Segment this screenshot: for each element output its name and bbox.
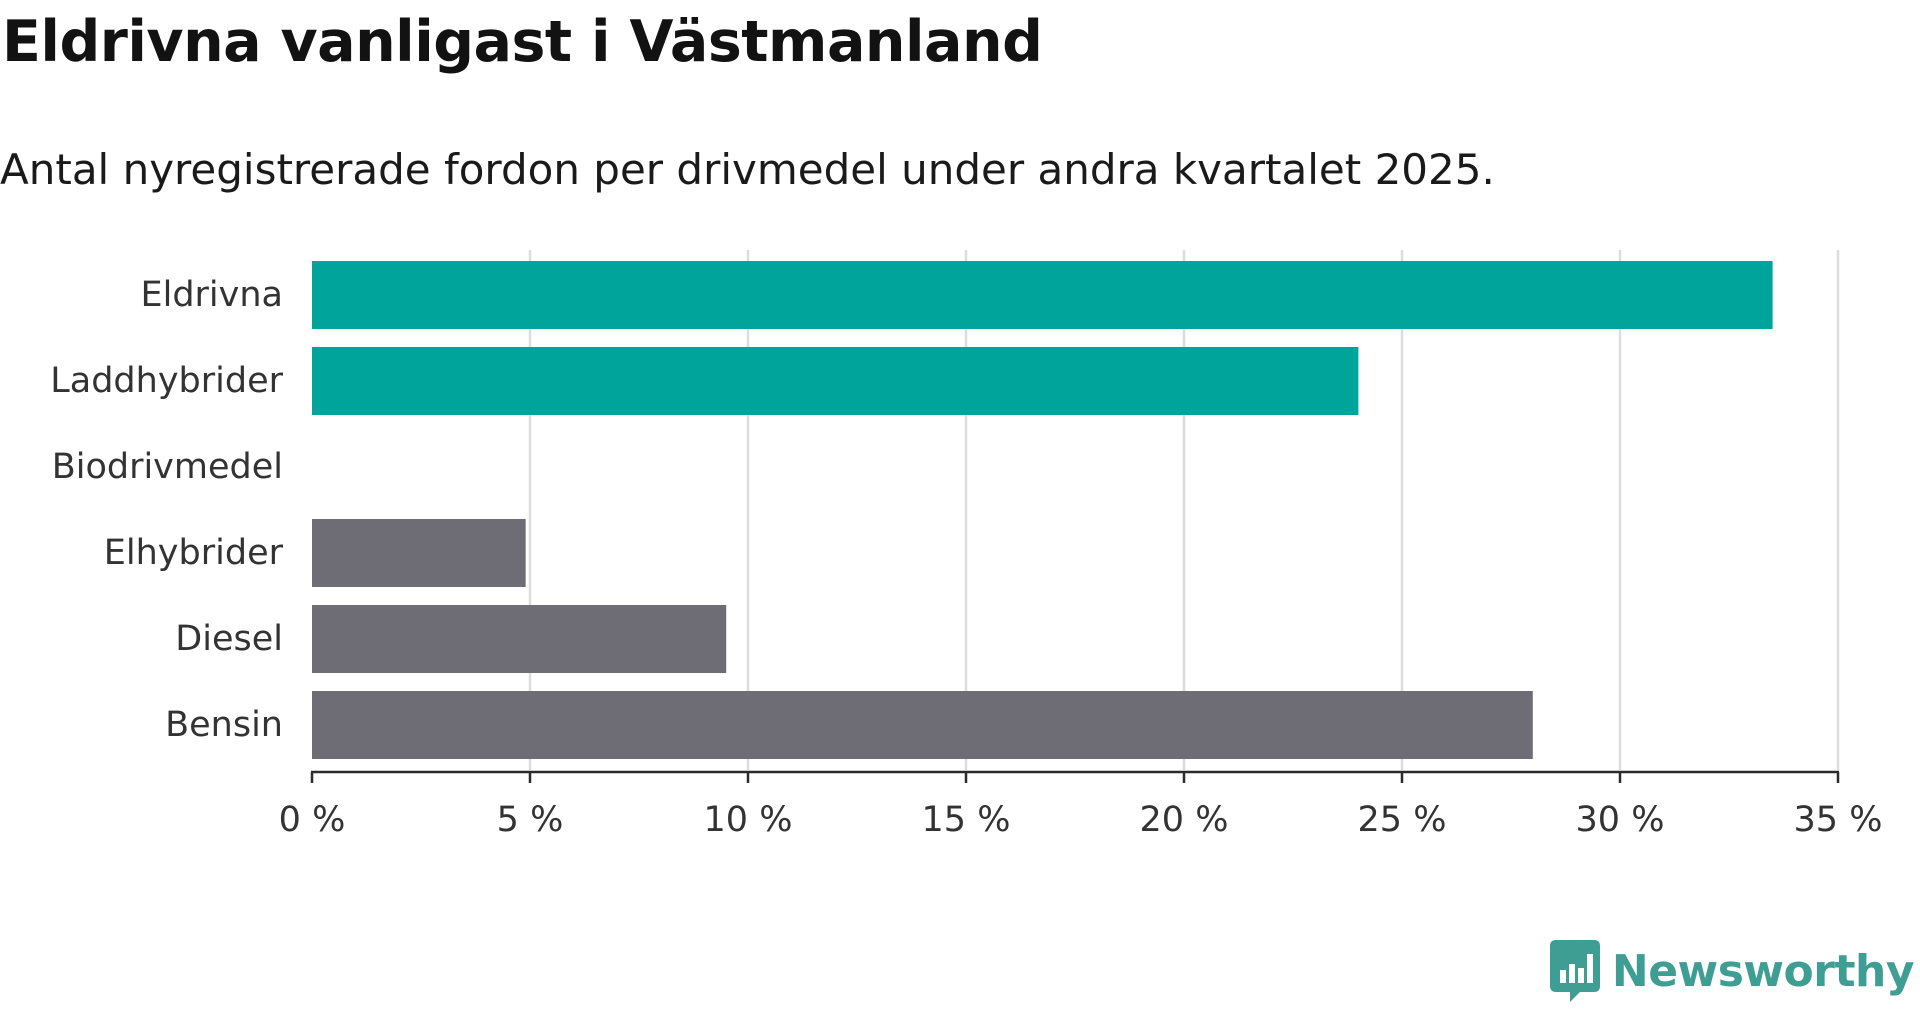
tick-labels: 0 % 5 % 10 % 15 % 20 % 25 % 30 % 35 % <box>279 800 1883 840</box>
tick-label: 35 % <box>1794 800 1883 840</box>
tick-label: 0 % <box>279 800 346 840</box>
category-label: Diesel <box>175 619 283 659</box>
category-label: Laddhybrider <box>50 361 283 401</box>
tick-label: 20 % <box>1140 800 1229 840</box>
category-labels: Eldrivna Laddhybrider Biodrivmedel Elhybrid… <box>50 275 283 745</box>
newsworthy-logo-icon <box>1549 940 1600 1002</box>
chart-subtitle: Antal nyregistrerade fordon per drivmede… <box>0 145 1495 194</box>
gridlines <box>528 250 1840 770</box>
tick-label: 30 % <box>1576 800 1665 840</box>
tick-label: 5 % <box>497 800 564 840</box>
bar-eldrivna <box>312 261 1773 329</box>
bar-bensin <box>312 691 1533 759</box>
bar-chart: Eldrivna Laddhybrider Biodrivmedel Elhybrid… <box>50 250 1883 840</box>
chart-title: Eldrivna vanligast i Västmanland <box>2 9 1043 75</box>
x-axis <box>310 770 1840 783</box>
category-label: Bensin <box>165 705 283 745</box>
tick-label: 25 % <box>1358 800 1447 840</box>
bar-diesel <box>312 605 727 673</box>
brand-logo: Newsworthy <box>1549 940 1915 1002</box>
brand-name: Newsworthy <box>1611 945 1915 997</box>
bars <box>312 261 1773 759</box>
tick-label: 15 % <box>922 800 1011 840</box>
bar-elhybrider <box>312 519 526 587</box>
bar-laddhybrider <box>312 347 1359 415</box>
category-label: Eldrivna <box>140 275 283 315</box>
category-label: Elhybrider <box>104 533 284 573</box>
category-label: Biodrivmedel <box>52 447 283 487</box>
tick-label: 10 % <box>704 800 793 840</box>
